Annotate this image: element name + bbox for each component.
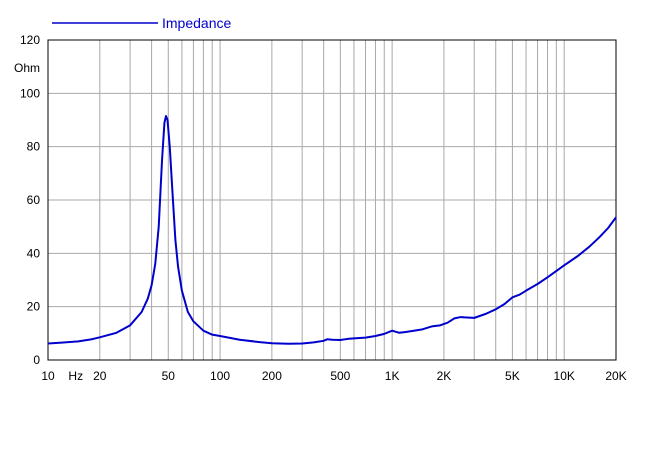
x-tick-label: 50: [162, 369, 176, 383]
x-tick-label: 10: [41, 369, 55, 383]
legend-label-impedance: Impedance: [162, 15, 231, 31]
y-tick-label: 120: [20, 33, 40, 47]
x-tick-label: 20: [93, 369, 107, 383]
y-tick-label: 100: [20, 86, 40, 100]
y-tick-label: 80: [27, 140, 41, 154]
x-tick-label: 10K: [554, 369, 575, 383]
plot-frame: [47, 39, 617, 361]
y-tick-labels: 0 20 40 60 80 100 120: [20, 33, 40, 367]
legend: Impedance: [52, 15, 231, 31]
x-tick-label: 5K: [505, 369, 520, 383]
x-tick-label: 1K: [385, 369, 400, 383]
x-tick-label: 2K: [437, 369, 452, 383]
y-unit-label: Ohm: [14, 61, 40, 75]
x-tick-labels: 10 20 50 100 200 500 1K 2K 5K 10K 20K: [41, 369, 626, 383]
x-tick-label: 20K: [605, 369, 626, 383]
x-tick-label: 100: [210, 369, 230, 383]
x-tick-label: 500: [330, 369, 350, 383]
x-unit-label: Hz: [68, 369, 83, 383]
series-line-impedance: [47, 115, 617, 345]
y-tick-label: 40: [27, 246, 41, 260]
y-tick-label: 0: [33, 353, 40, 367]
grid-lines: [48, 40, 616, 360]
y-tick-label: 20: [27, 300, 41, 314]
x-tick-label: 200: [262, 369, 282, 383]
y-tick-label: 60: [27, 193, 41, 207]
